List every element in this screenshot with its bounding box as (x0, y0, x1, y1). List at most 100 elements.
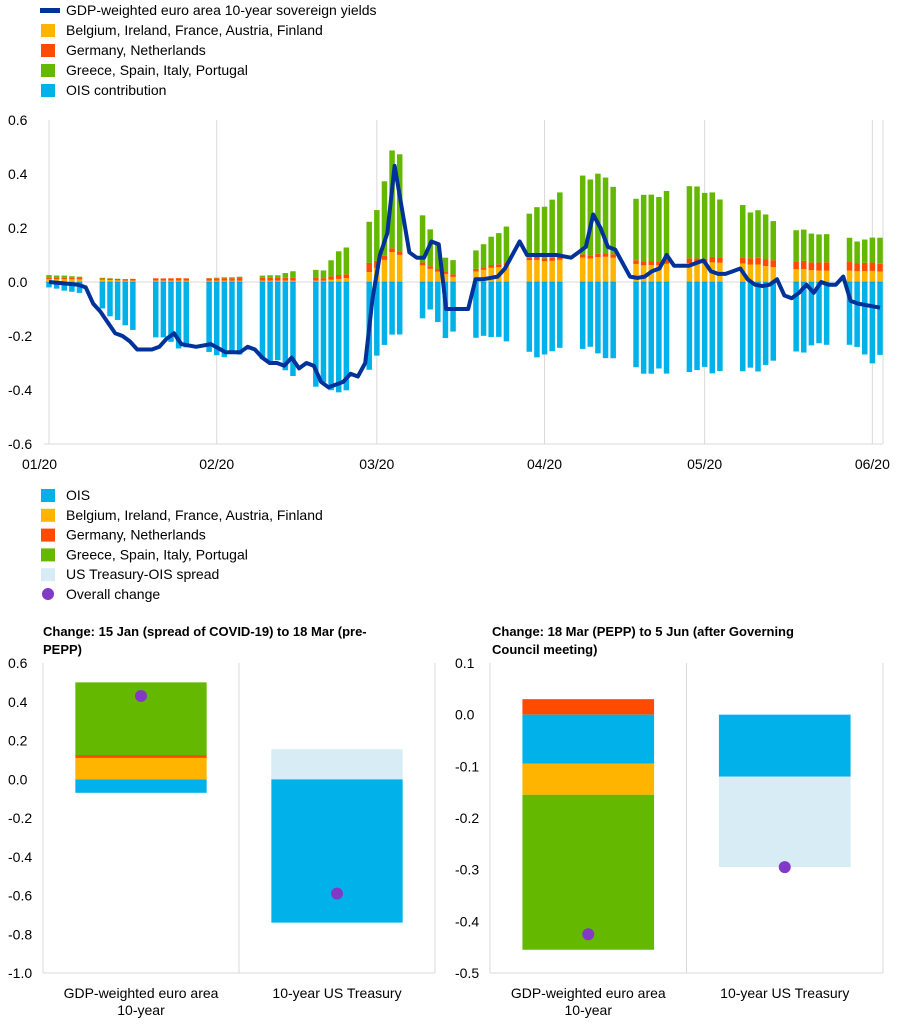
bar-group (168, 278, 174, 342)
bar-core (534, 259, 540, 282)
bar-core (53, 279, 60, 282)
bar-periph (236, 276, 243, 279)
bar-de_nl (656, 261, 662, 266)
bar-group (290, 271, 296, 377)
category-label: GDP-weighted euro area (64, 985, 219, 1001)
bar-de_nl (557, 256, 563, 260)
bar-de_nl (236, 278, 243, 281)
bar-de_nl (823, 262, 830, 271)
legend-label: OIS contribution (66, 82, 166, 98)
x-tick-label: 02/20 (199, 456, 234, 472)
bar-ois (76, 282, 83, 293)
bar-de_nl (328, 276, 334, 280)
bar-ois (435, 282, 441, 323)
bar-ois (846, 282, 853, 345)
bar-ois (816, 282, 822, 344)
bar-periph (633, 198, 639, 261)
bar-ois (122, 282, 128, 326)
bar-group (381, 181, 388, 345)
bar-group (740, 205, 746, 372)
bar-de_nl (160, 278, 167, 281)
bar-periph (61, 275, 67, 278)
bar-periph (53, 275, 60, 278)
bar-de_nl (213, 278, 220, 281)
category-label: 10-year (565, 1002, 613, 1018)
bar-core (755, 264, 761, 282)
bar-periph (854, 241, 860, 264)
bar-periph (701, 192, 708, 259)
bar-core (213, 280, 220, 282)
bar-de_nl (640, 261, 647, 266)
bar-group (862, 239, 868, 355)
bar-group (99, 277, 106, 309)
bar-periph (801, 229, 807, 261)
bar-core (557, 259, 563, 282)
bar-de_nl (610, 254, 616, 258)
bar-de_nl (274, 277, 281, 281)
y-tick-label: 0.4 (8, 166, 28, 182)
bar-core (229, 280, 235, 282)
bar-de_nl (229, 278, 235, 281)
bar-ois (343, 282, 350, 391)
bar-de_nl (808, 262, 815, 271)
bar-periph (610, 186, 616, 255)
legend-label: US Treasury-OIS spread (66, 566, 219, 582)
bar-core (114, 280, 121, 282)
bar-group (206, 278, 212, 352)
bar-core (610, 257, 616, 282)
bar-core (579, 257, 586, 282)
bar-group (488, 236, 494, 337)
bar-core (366, 272, 372, 282)
bar-de_nl (526, 257, 533, 261)
bar-core (747, 264, 754, 282)
bar-group (61, 275, 67, 291)
bar-core (854, 271, 860, 282)
bar-group (76, 276, 83, 293)
segment-periph (522, 794, 655, 950)
category-label: 10-year US Treasury (720, 985, 849, 1001)
bar-periph (488, 236, 494, 266)
legend-label: GDP-weighted euro area 10-year sovereign… (66, 2, 377, 18)
bar-core (541, 261, 548, 282)
bar-ois (168, 282, 174, 342)
bar-group (221, 277, 228, 358)
bar-group (435, 244, 441, 323)
bar-de_nl (595, 253, 601, 258)
bar-group (130, 278, 136, 330)
bar-group (549, 199, 555, 352)
bar-ois (633, 282, 639, 368)
bar-ois (396, 282, 403, 335)
bar-periph (846, 237, 853, 263)
bar-periph (663, 190, 670, 260)
bar-periph (229, 277, 235, 279)
bar-group (213, 277, 220, 356)
overall-change-dot (331, 887, 343, 900)
y-tick-label: -0.2 (455, 810, 479, 826)
bar-ois (747, 282, 754, 368)
bar-ois (274, 282, 281, 361)
legend-box-swatch (41, 489, 55, 502)
legend-label: Germany, Netherlands (66, 42, 206, 58)
y-tick-label: -1.0 (8, 965, 32, 981)
bar-de_nl (396, 251, 403, 255)
bar-core (862, 271, 868, 282)
category-label: 10-year US Treasury (272, 985, 401, 1001)
top-axes: -0.6 -0.4 -0.2 0.0 0.2 0.4 0.6 01/20 02/20 03/20 0… (8, 112, 890, 472)
legend-item: US Treasury-OIS spread (41, 566, 219, 582)
bar-ois (282, 282, 289, 371)
bar-de_nl (168, 278, 174, 281)
legend-line-swatch (40, 8, 60, 13)
bar-de_nl (427, 266, 433, 269)
bar-de_nl (816, 262, 822, 271)
bar-core (480, 269, 487, 282)
bar-periph (541, 206, 548, 259)
bar-ois (701, 282, 708, 367)
bar-ois (99, 282, 106, 309)
top-line (48, 163, 881, 390)
bar-ois (69, 282, 75, 292)
segment-ois (75, 779, 207, 793)
segment-ois (271, 779, 403, 923)
bar-periph (366, 221, 372, 263)
bar-group (610, 186, 616, 359)
